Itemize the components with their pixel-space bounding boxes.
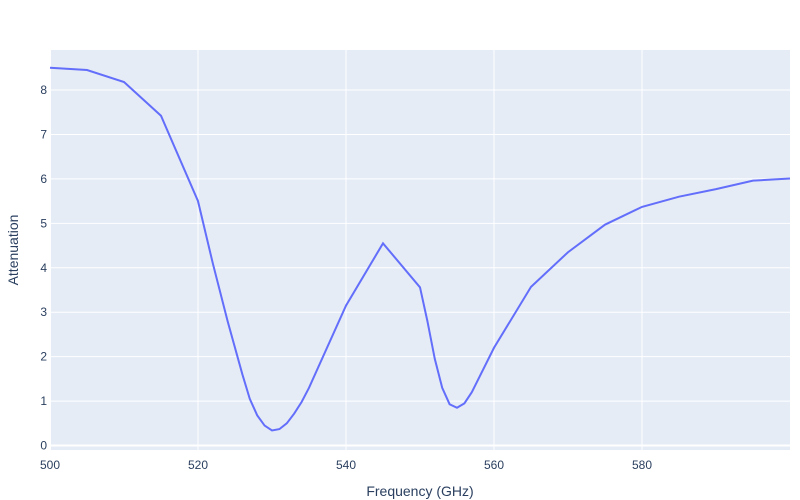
y-tick-label: 2 xyxy=(40,350,47,364)
y-tick-label: 4 xyxy=(40,261,47,275)
y-tick-label: 5 xyxy=(40,216,47,230)
x-tick-label: 560 xyxy=(484,458,504,472)
y-axis-title: Attenuation xyxy=(5,215,21,286)
y-tick-label: 0 xyxy=(40,439,47,453)
series-line xyxy=(49,66,791,432)
y-tick-label: 8 xyxy=(40,83,47,97)
x-tick-label: 500 xyxy=(40,458,60,472)
y-tick-label: 6 xyxy=(40,172,47,186)
x-tick-label: 540 xyxy=(336,458,356,472)
x-tick-label: 580 xyxy=(632,458,652,472)
plot-background xyxy=(50,50,790,450)
gridlines xyxy=(49,50,790,450)
x-axis-title: Frequency (GHz) xyxy=(366,483,473,499)
tick-labels: 500 520 540 560 580 0 1 2 3 4 5 6 7 8 xyxy=(40,83,652,472)
y-tick-label: 7 xyxy=(40,127,47,141)
x-tick-label: 520 xyxy=(188,458,208,472)
y-tick-label: 1 xyxy=(40,394,47,408)
y-tick-label: 3 xyxy=(40,305,47,319)
